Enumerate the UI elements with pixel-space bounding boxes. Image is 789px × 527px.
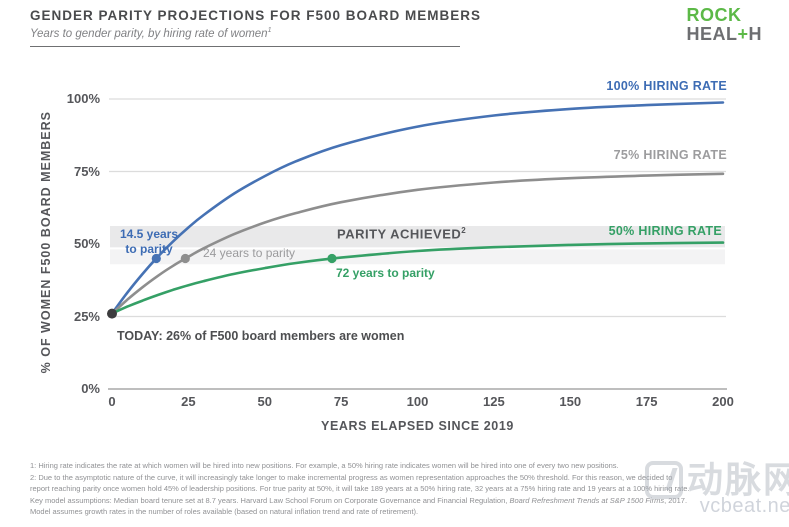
- series-label-50-hiring-rate: 50% HIRING RATE: [608, 224, 722, 238]
- x-axis-title: YEARS ELAPSED SINCE 2019: [321, 419, 514, 433]
- parity-band-lower: [110, 249, 725, 265]
- logo-h-text: H: [748, 23, 762, 44]
- logo-heal-text: HEAL: [686, 23, 738, 44]
- today-point: [107, 308, 117, 319]
- series-label-75-hiring-rate: 75% HIRING RATE: [613, 148, 727, 162]
- logo-rock-text: ROCK: [686, 5, 742, 25]
- today-annotation: TODAY: 26% of F500 board members are wom…: [117, 329, 405, 343]
- page-title: GENDER PARITY PROJECTIONS FOR F500 BOARD…: [30, 8, 482, 23]
- subtitle-text: Years to gender parity, by hiring rate o…: [30, 27, 268, 40]
- footnote-2-continued: report reaching parity once women hold 4…: [30, 484, 690, 494]
- annotation-24-years: 24 years to parity: [203, 246, 296, 260]
- page-subtitle: Years to gender parity, by hiring rate o…: [30, 27, 272, 40]
- logo-health-text: HEAL+H: [686, 23, 762, 44]
- header-divider: [30, 46, 460, 47]
- parity-point-72-years: [327, 253, 337, 264]
- series-label-100-hiring-rate: 100% HIRING RATE: [606, 79, 727, 93]
- footnotes: 1: Hiring rate indicates the rate at whi…: [30, 460, 690, 518]
- annotation-72-years: 72 years to parity: [336, 266, 435, 280]
- curve-100-hiring-rate: [110, 101, 725, 315]
- footnote-1: 1: Hiring rate indicates the rate at whi…: [30, 461, 619, 470]
- curve-75-hiring-rate: [110, 172, 725, 315]
- parity-point-14.5-years: [151, 253, 161, 264]
- parity-achieved-label: PARITY ACHIEVED2: [337, 226, 467, 242]
- subtitle-footnote-marker: 1: [267, 27, 272, 34]
- footnote-2: 2: Due to the asymptotic nature of the c…: [30, 472, 673, 482]
- footnote-model: Model assumes growth rates in the number…: [30, 507, 419, 517]
- parity-footnote-marker: 2: [461, 226, 467, 235]
- logo-plus-icon: +: [737, 23, 749, 44]
- rock-health-logo: ROCK HEAL+H: [686, 6, 762, 43]
- curve-50-hiring-rate: [110, 241, 725, 315]
- y-axis-title: % OF WOMEN F500 BOARD MEMBERS: [39, 111, 53, 374]
- annotation-14-5-years: 14.5 years to parity: [119, 227, 179, 256]
- footnote-assumptions: Key model assumptions: Median board tenu…: [30, 495, 688, 505]
- parity-band-upper: [110, 226, 725, 248]
- parity-point-24-years: [180, 253, 190, 264]
